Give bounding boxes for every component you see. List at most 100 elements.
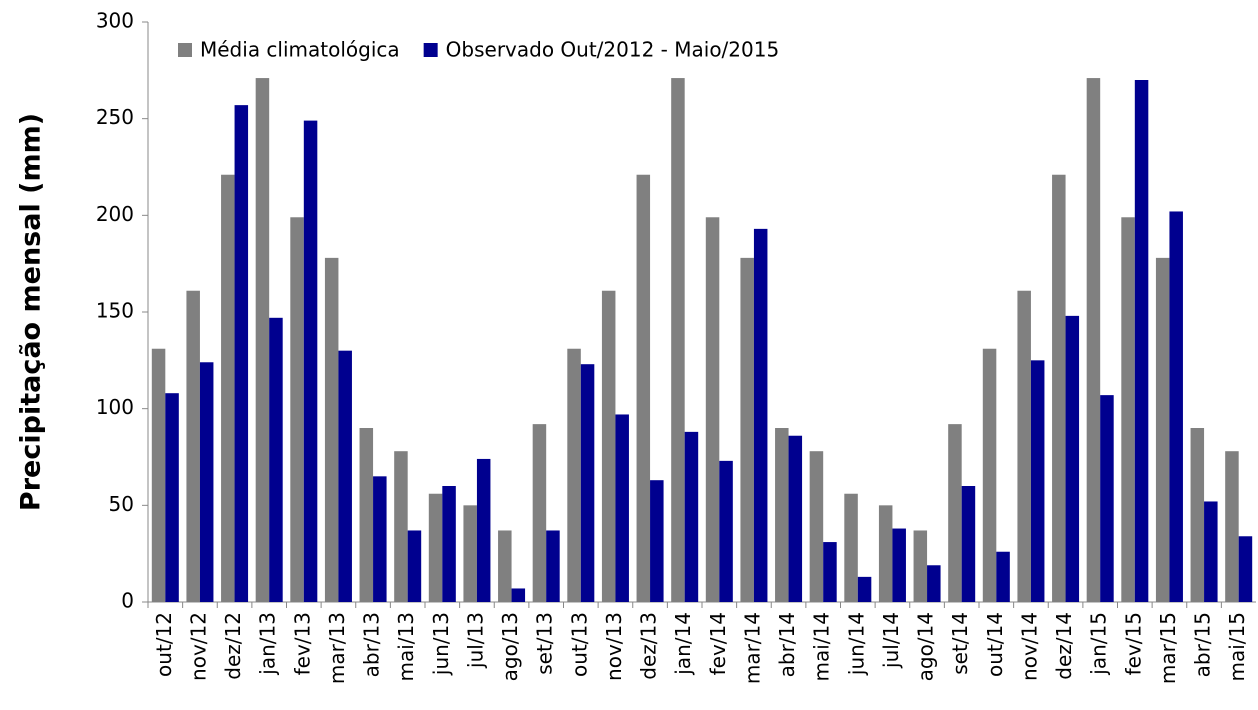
bar [463, 505, 477, 602]
bar [948, 424, 962, 602]
bar [442, 486, 456, 602]
bar [961, 486, 976, 602]
bar [407, 530, 422, 602]
bar [1190, 428, 1205, 602]
legend-swatch [423, 43, 438, 57]
x-tick-label: out/13 [567, 612, 591, 677]
x-tick-label: out/14 [983, 612, 1007, 677]
bar [151, 348, 166, 602]
bar [671, 78, 685, 603]
x-tick-label: mai/13 [394, 612, 418, 681]
bar [532, 424, 547, 602]
bar [719, 460, 733, 602]
x-tick-label: mar/13 [325, 612, 349, 684]
bar [186, 290, 200, 602]
x-tick-label: jun/14 [844, 612, 868, 676]
bar [996, 551, 1010, 602]
bar [1121, 217, 1135, 602]
bar [373, 476, 387, 602]
bar [546, 530, 560, 602]
x-tick-label: dez/13 [637, 612, 661, 680]
bar [580, 364, 595, 602]
y-axis-title: Precipitação mensal (mm) [16, 113, 47, 511]
bar [788, 435, 803, 602]
bar [1017, 290, 1031, 602]
bar [428, 493, 443, 602]
bar [809, 451, 824, 602]
bar [1030, 360, 1045, 602]
bar [1134, 80, 1149, 602]
x-tick-label: nov/14 [1017, 612, 1041, 681]
bar [753, 228, 768, 602]
bar [636, 174, 651, 602]
bar [705, 217, 720, 602]
bar [1100, 395, 1114, 602]
x-tick-label: nov/13 [602, 612, 626, 681]
bar [982, 348, 997, 602]
x-tick-label: abr/13 [360, 612, 384, 677]
x-tick-label: dez/12 [221, 612, 245, 680]
y-tick-label: 50 [109, 492, 134, 516]
x-tick-label: out/12 [152, 612, 176, 677]
bar [913, 530, 928, 602]
bar [684, 431, 699, 602]
x-tick-label: fev/15 [1121, 612, 1145, 675]
y-tick-label: 250 [96, 105, 134, 129]
x-tick-label: abr/14 [775, 612, 799, 677]
x-tick-label: jul/13 [463, 612, 487, 669]
bar [1086, 78, 1101, 603]
y-tick-label: 150 [96, 299, 134, 323]
bar [511, 588, 526, 602]
bar [740, 257, 754, 602]
bar [255, 78, 270, 603]
bar [1052, 174, 1066, 602]
legend-label: Média climatológica [200, 38, 400, 62]
x-tick-label: jun/13 [429, 612, 453, 676]
legend-label: Observado Out/2012 - Maio/2015 [446, 38, 780, 62]
bar [165, 393, 179, 602]
y-tick-label: 0 [121, 589, 134, 613]
x-tick-label: set/13 [533, 612, 557, 675]
bar [1225, 451, 1239, 602]
x-tick-label: nov/12 [186, 612, 210, 681]
x-tick-label: ago/14 [914, 612, 938, 681]
bar [476, 458, 491, 602]
bar [303, 120, 318, 602]
bar [567, 348, 581, 602]
x-tick-label: mar/15 [1156, 612, 1180, 684]
x-tick-label: fev/14 [706, 612, 730, 675]
bar [1238, 536, 1253, 602]
x-tick-label: abr/15 [1191, 612, 1215, 677]
bar [1169, 211, 1183, 602]
bar [234, 105, 249, 602]
x-tick-label: jul/14 [879, 612, 903, 669]
x-tick-label: mar/14 [740, 612, 764, 684]
x-tick-label: jan/14 [671, 612, 695, 676]
bar [1155, 257, 1170, 602]
bar [1204, 501, 1218, 602]
bar [1065, 315, 1080, 602]
x-tick-label: mai/15 [1225, 612, 1249, 681]
bar [324, 257, 339, 602]
bar [844, 493, 858, 602]
bar [199, 362, 214, 602]
bar [290, 217, 304, 602]
bar [892, 528, 906, 602]
bar [221, 174, 235, 602]
x-tick-label: jan/15 [1087, 612, 1111, 676]
x-tick-label: dez/14 [1052, 612, 1076, 680]
x-tick-label: mai/14 [810, 612, 834, 681]
x-tick-label: set/14 [948, 612, 972, 675]
bar [775, 428, 789, 602]
bar [601, 290, 616, 602]
bar [359, 428, 374, 602]
bar [823, 542, 837, 602]
bar [878, 505, 893, 602]
bar [927, 565, 941, 602]
y-tick-label: 100 [96, 395, 134, 419]
bar [498, 530, 512, 602]
bar [650, 480, 664, 602]
bar [857, 576, 872, 602]
bar [269, 317, 283, 602]
